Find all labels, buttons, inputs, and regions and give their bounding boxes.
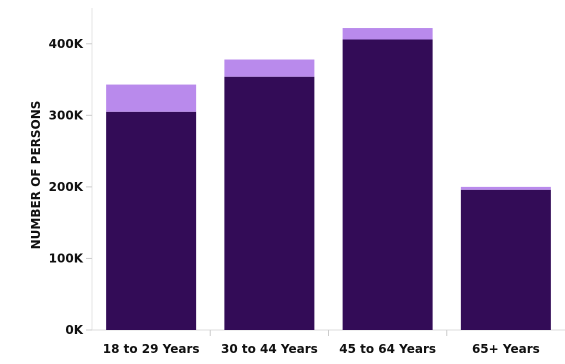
bar-segment-1 (106, 111, 197, 330)
y-tick-label: 0K (65, 323, 83, 337)
y-axis: 0K 100K 200K 300K 400K (49, 37, 92, 337)
x-axis: 18 to 29 Years 30 to 44 Years 45 to 64 Yea… (103, 330, 540, 356)
x-tick-label: 65+ Years (472, 342, 540, 356)
bar-segment-2 (106, 84, 197, 112)
y-tick-label: 300K (49, 108, 84, 122)
bar-segment-2 (224, 59, 315, 77)
bar-segment-1 (460, 189, 551, 330)
y-tick-label: 100K (49, 251, 84, 265)
y-axis-title: NUMBER OF PERSONS (29, 101, 43, 250)
x-tick-label: 45 to 64 Years (339, 342, 436, 356)
y-tick-label: 200K (49, 180, 84, 194)
bar-segment-1 (342, 39, 433, 331)
bars-group (106, 28, 551, 331)
y-tick-label: 400K (49, 37, 84, 51)
bar-segment-2 (342, 28, 433, 40)
bar-segment-1 (224, 76, 315, 331)
bar-segment-2 (460, 186, 551, 190)
x-tick-label: 18 to 29 Years (103, 342, 200, 356)
x-tick-label: 30 to 44 Years (221, 342, 318, 356)
